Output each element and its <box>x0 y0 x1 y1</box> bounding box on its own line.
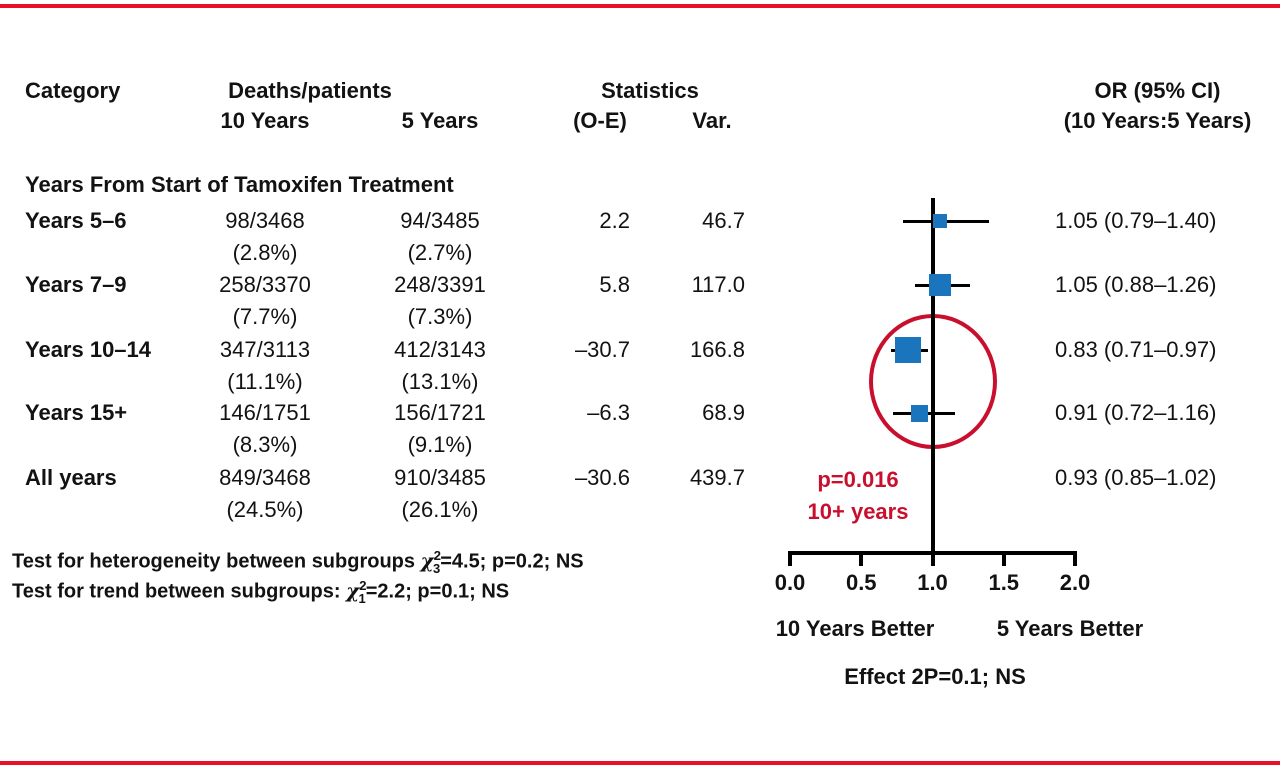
trend-test-footnote: Test for trend between subgroups: χ21=2.… <box>12 574 509 611</box>
cell-pct-10-years: (7.7%) <box>232 304 298 329</box>
cell-or-ci-text: 1.05 (0.79–1.40) <box>1055 208 1217 233</box>
x-axis-tick <box>788 551 792 566</box>
x-axis-tick-label: 1.0 <box>917 570 948 595</box>
cell-o-minus-e: –6.3 <box>587 400 630 425</box>
cell-or-ci-text: 1.05 (0.88–1.26) <box>1055 272 1217 297</box>
x-axis-tick <box>930 551 935 566</box>
cell-deaths-5-years: 910/3485 <box>394 465 486 490</box>
cell-or-ci-text: 0.91 (0.72–1.16) <box>1055 400 1217 425</box>
axis-label-10-years-better: 10 Years Better <box>775 616 935 641</box>
p-value-text: p=0.016 <box>817 467 899 492</box>
x-axis-tick-label: 0.5 <box>845 570 877 595</box>
p-value-group-text: 10+ years <box>807 499 909 524</box>
footnote-text: =2.2; p=0.1; NS <box>365 580 510 603</box>
col-header-o-minus-e: (O-E) <box>573 108 627 133</box>
cell-variance: 46.7 <box>702 208 745 233</box>
cell-pct-10-years: (8.3%) <box>232 432 298 457</box>
section-title: Years From Start of Tamoxifen Treatment <box>25 172 454 197</box>
table-row: Years 10–14 347/3113 412/3143 –30.7 166.… <box>0 337 1280 401</box>
or-square-marker <box>911 404 929 422</box>
cell-o-minus-e: –30.6 <box>574 465 630 490</box>
x-axis-tick-label: 2.0 <box>1059 570 1091 595</box>
cell-or-ci-text: 0.93 (0.85–1.02) <box>1055 465 1217 490</box>
table-row: Years 5–6 98/3468 94/3485 2.2 46.7 (2.8%… <box>0 208 1280 272</box>
footnote-text: =4.5; p=0.2; NS <box>440 550 584 573</box>
x-axis-tick <box>859 551 864 566</box>
col-header-10-years: 10 Years <box>220 108 310 133</box>
chi-superscript: 2 <box>359 578 367 593</box>
x-axis-tick-label: 1.5 <box>988 570 1020 595</box>
cell-pct-5-years: (9.1%) <box>407 432 473 457</box>
reference-line <box>930 198 935 555</box>
cell-variance: 166.8 <box>689 337 745 362</box>
chi-symbol: χ <box>346 578 360 603</box>
cell-pct-5-years: (2.7%) <box>407 240 473 265</box>
cell-o-minus-e: –30.7 <box>574 337 630 362</box>
cell-deaths-10-years: 849/3468 <box>219 465 311 490</box>
cell-o-minus-e: 2.2 <box>599 208 630 233</box>
effect-p-label: Effect 2P=0.1; NS <box>844 664 1026 689</box>
top-border-line <box>0 4 1280 8</box>
col-header-5-years: 5 Years <box>401 108 479 133</box>
cell-o-minus-e: 5.8 <box>599 272 630 297</box>
cell-pct-10-years: (24.5%) <box>226 497 304 522</box>
table-row: Years 15+ 146/1751 156/1721 –6.3 68.9 (8… <box>0 400 1280 464</box>
row-category: Years 10–14 <box>25 337 152 362</box>
cell-variance: 68.9 <box>702 400 745 425</box>
x-axis-tick <box>1001 551 1006 566</box>
footnote-text: Test for heterogeneity between subgroups <box>12 550 421 573</box>
cell-deaths-10-years: 347/3113 <box>219 337 311 362</box>
cell-pct-10-years: (2.8%) <box>232 240 298 265</box>
cell-pct-5-years: (13.1%) <box>401 369 479 394</box>
cell-or-ci-text: 0.83 (0.71–0.97) <box>1055 337 1217 362</box>
col-header-or-ci: OR (95% CI) <box>1094 78 1221 103</box>
col-header-category: Category <box>25 78 121 103</box>
cell-deaths-10-years: 258/3370 <box>219 272 311 297</box>
cell-variance: 439.7 <box>689 465 745 490</box>
col-header-statistics: Statistics <box>601 78 699 103</box>
row-category: Years 5–6 <box>25 208 127 233</box>
cell-deaths-5-years: 248/3391 <box>394 272 486 297</box>
heterogeneity-test-footnote: Test for heterogeneity between subgroups… <box>12 544 584 581</box>
table-row: Years 7–9 258/3370 248/3391 5.8 117.0 (7… <box>0 272 1280 336</box>
p-value-annotation: p=0.016 10+ years <box>793 464 923 528</box>
row-category: Years 15+ <box>25 400 128 425</box>
cell-deaths-5-years: 94/3485 <box>400 208 480 233</box>
bottom-border-line <box>0 761 1280 765</box>
cell-variance: 117.0 <box>691 272 745 297</box>
cell-pct-5-years: (26.1%) <box>401 497 479 522</box>
row-category: All years <box>25 465 117 490</box>
cell-pct-10-years: (11.1%) <box>227 369 303 394</box>
chi-subscript: 3 <box>432 560 441 576</box>
cell-deaths-10-years: 98/3468 <box>225 208 305 233</box>
chi-superscript: 2 <box>433 548 441 563</box>
cell-pct-5-years: (7.3%) <box>407 304 473 329</box>
cell-deaths-5-years: 412/3143 <box>394 337 486 362</box>
chi-symbol: χ <box>420 548 434 573</box>
cell-deaths-5-years: 156/1721 <box>394 400 486 425</box>
or-square-marker <box>895 337 922 363</box>
col-header-or-ratio: (10 Years:5 Years) <box>1063 108 1252 133</box>
axis-label-5-years-better: 5 Years Better <box>996 616 1144 641</box>
row-category: Years 7–9 <box>25 272 127 297</box>
chi-subscript: 1 <box>358 590 366 606</box>
or-square-marker <box>928 274 951 296</box>
x-axis-tick-label: 0.0 <box>774 570 806 595</box>
cell-deaths-10-years: 146/1751 <box>219 400 311 425</box>
col-header-deaths-patients: Deaths/patients <box>228 78 392 103</box>
table-row: All years 849/3468 910/3485 –30.6 439.7 … <box>0 465 1280 529</box>
or-square-marker <box>932 214 947 228</box>
footnote-text: Test for trend between subgroups: <box>12 580 347 603</box>
x-axis-tick <box>1073 551 1077 566</box>
col-header-variance: Var. <box>692 108 732 133</box>
